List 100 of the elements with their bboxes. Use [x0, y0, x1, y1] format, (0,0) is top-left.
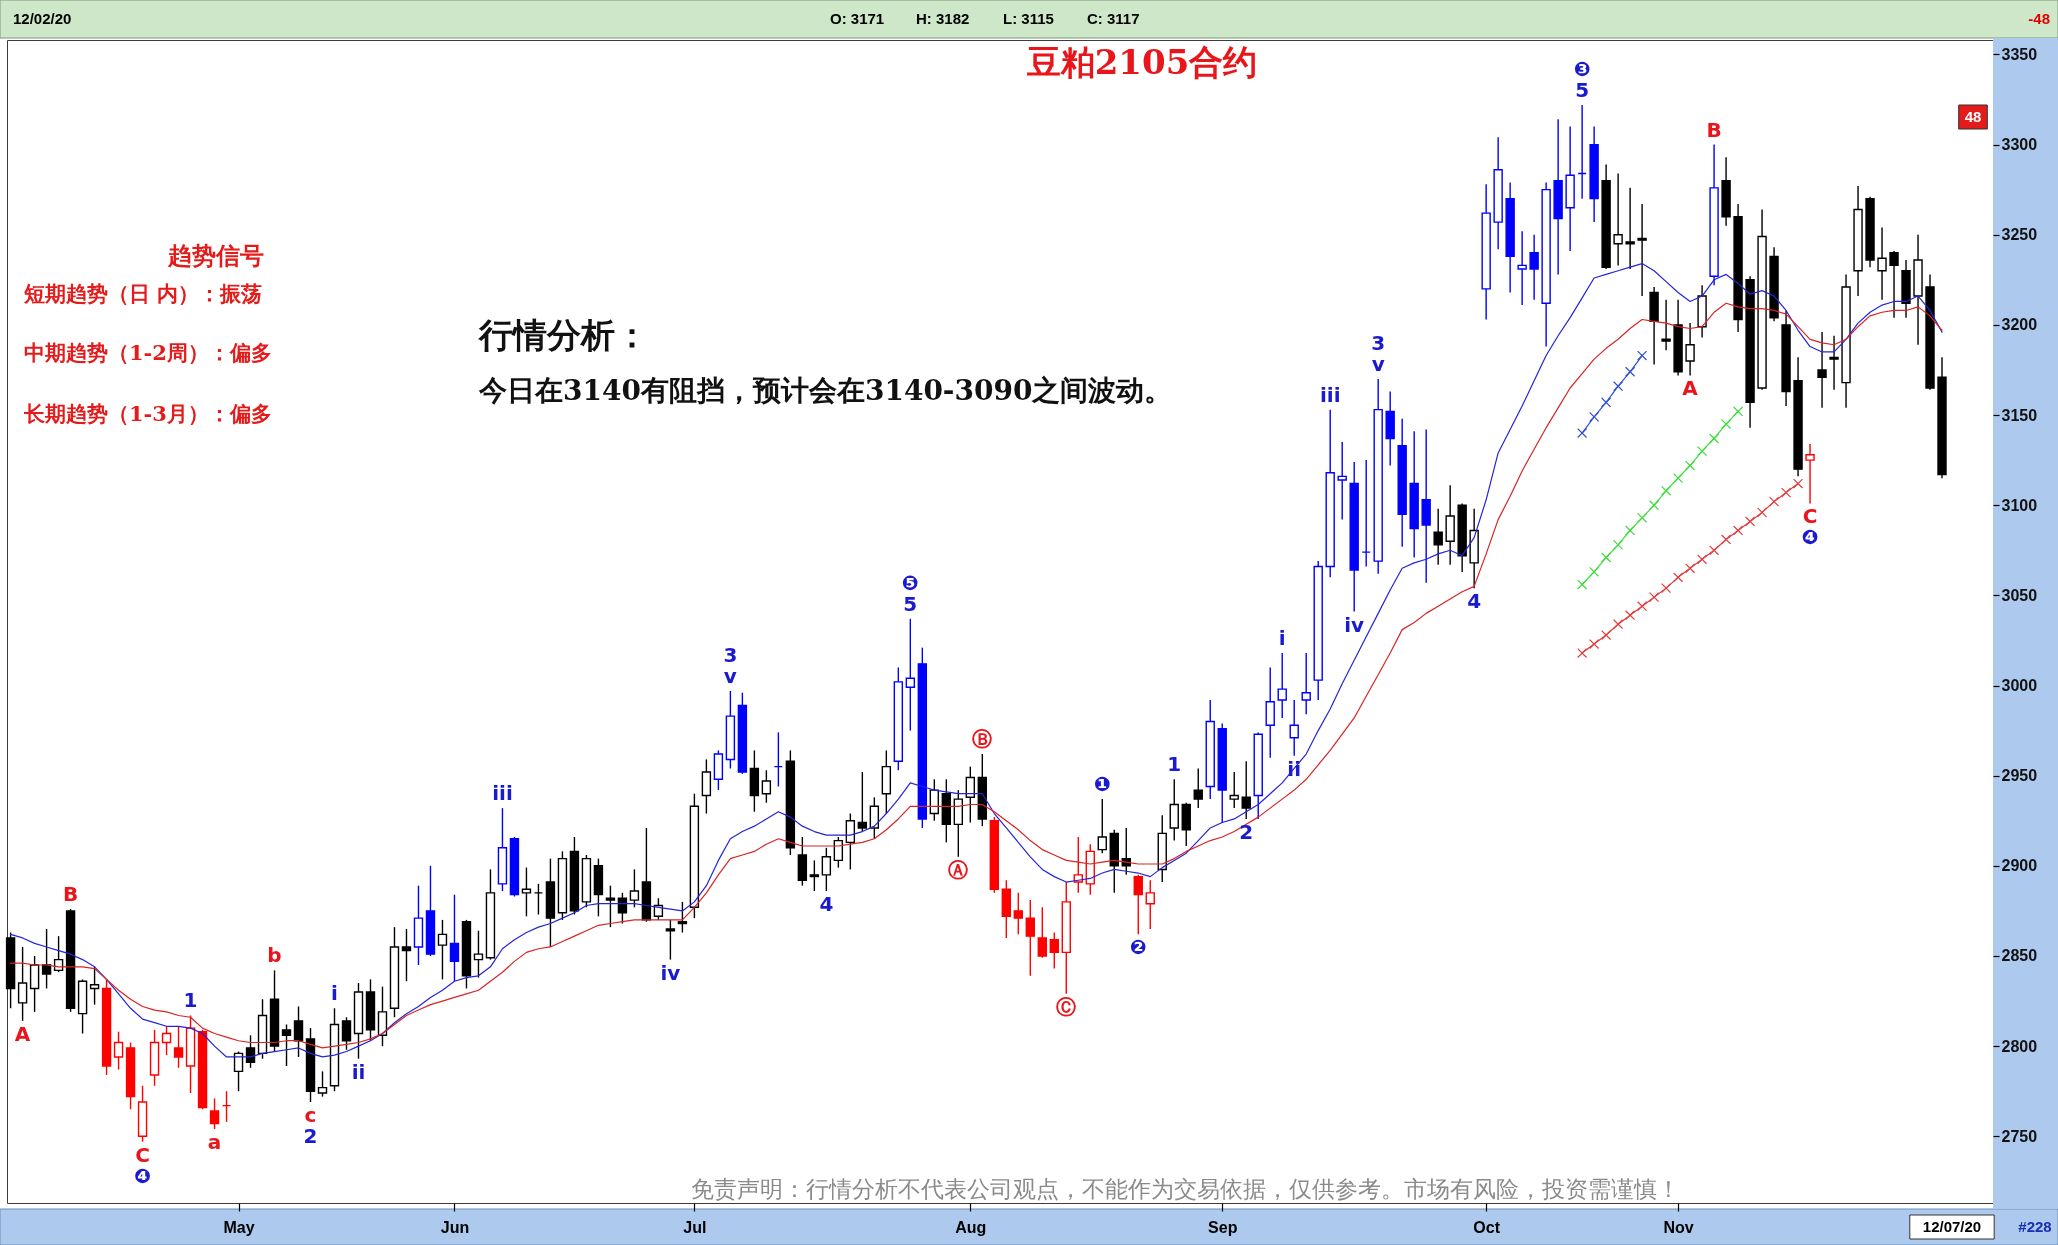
candlestick — [629, 868, 640, 908]
candlestick — [161, 1025, 172, 1056]
candlestick — [113, 1031, 124, 1071]
candlestick — [377, 985, 388, 1047]
annotation: Ⓐ — [948, 857, 969, 882]
annotation: i — [331, 981, 338, 1006]
candlestick — [1301, 652, 1311, 716]
annotation: iv — [1344, 612, 1365, 637]
point — [1601, 552, 1612, 563]
point — [1589, 411, 1600, 422]
x-tick-label: Nov — [1663, 1218, 1694, 1236]
annotation: iii — [492, 781, 513, 806]
text: L: 3115 — [1003, 10, 1054, 27]
annotation: iii — [1319, 382, 1341, 407]
annotation: 中期趋势（1-2周）：偏多 — [24, 340, 272, 365]
candlestick — [341, 1016, 352, 1051]
point — [1577, 579, 1588, 590]
point — [1697, 446, 1708, 457]
point — [1649, 592, 1660, 603]
point — [1613, 619, 1624, 630]
candlestick — [845, 812, 856, 871]
point — [1721, 534, 1732, 545]
annotation: i — [1278, 626, 1286, 651]
point — [1625, 525, 1636, 536]
annotation: 今日在3140有阻挡，预计会在3140-3090之间波动。 — [478, 374, 1173, 407]
point — [1637, 350, 1648, 361]
y-tick-label: 3300 — [2001, 136, 2038, 154]
annotation: 趋势信号 — [167, 241, 264, 270]
annotation: 短期趋势（日 内）：振荡 — [23, 281, 263, 306]
candlestick — [809, 859, 820, 892]
point — [1637, 601, 1648, 612]
candlestick — [1013, 892, 1023, 936]
point — [1625, 366, 1636, 377]
candlestick — [1097, 798, 1107, 854]
annotation: 长期趋势（1-3月）：偏多 — [23, 401, 272, 426]
x-tick-label: Oct — [1473, 1218, 1501, 1236]
annotation: iv — [660, 960, 681, 985]
y-tick-label: 3100 — [2001, 496, 2038, 514]
annotation: a — [207, 1130, 222, 1155]
candlestick — [1145, 879, 1155, 930]
point — [1792, 478, 1804, 489]
candlestick — [857, 771, 868, 833]
point — [1673, 572, 1684, 583]
text: O: 3171 — [830, 10, 885, 27]
candlestick — [605, 884, 616, 928]
y-tick-label: 2950 — [2001, 767, 2038, 785]
candlestick — [317, 1070, 328, 1098]
candlestick — [1289, 699, 1299, 757]
candlestick — [1037, 906, 1047, 959]
candlestick — [1805, 443, 1815, 505]
candlestick — [1193, 767, 1203, 809]
annotation: b — [267, 943, 282, 968]
point — [1733, 406, 1744, 417]
point — [1649, 500, 1660, 511]
point — [1685, 563, 1696, 574]
candlestick — [665, 919, 676, 961]
candlestick — [401, 928, 412, 982]
x-tick-label: Jul — [683, 1218, 707, 1236]
text: 12/02/20 — [13, 10, 72, 27]
annotation: 1 — [1167, 752, 1182, 777]
candlestick — [761, 769, 772, 804]
point — [1709, 545, 1720, 556]
annotation: 1 — [183, 988, 198, 1013]
candlestick — [1661, 298, 1671, 351]
candlestick — [209, 1097, 220, 1130]
point — [1577, 428, 1588, 439]
annotation: 4 — [819, 892, 834, 917]
annotation: ❶ — [1093, 772, 1111, 797]
point — [1601, 629, 1612, 641]
candlestick — [1133, 874, 1143, 936]
point — [1589, 638, 1600, 650]
point — [1637, 512, 1648, 523]
point — [1780, 487, 1792, 498]
candlestick — [1613, 172, 1623, 267]
annotation: 行情分析： — [478, 315, 649, 355]
point — [1745, 516, 1756, 527]
y-tick-label: 3200 — [2001, 316, 2038, 334]
text: C: 3117 — [1087, 10, 1140, 27]
candlestick — [1169, 778, 1179, 842]
annotation: B — [1706, 117, 1722, 142]
y-tick-label: 3350 — [2001, 45, 2038, 63]
x-tick-label: May — [223, 1218, 255, 1236]
candlestick — [1337, 441, 1347, 521]
point — [1757, 507, 1768, 518]
candlestick — [281, 1023, 292, 1067]
point — [1625, 610, 1636, 621]
candlestick — [1277, 652, 1287, 719]
text: 12/07/20 — [1922, 1218, 1982, 1235]
candlestick — [677, 901, 688, 934]
candlestick — [1817, 331, 1827, 409]
candlestick — [17, 946, 28, 1022]
candlestick — [701, 758, 712, 815]
annotation: 2 — [1239, 819, 1254, 844]
annotation: A — [14, 1021, 31, 1046]
candlestick — [1877, 226, 1887, 301]
point — [1601, 397, 1612, 408]
candlestick — [1889, 250, 1899, 319]
point — [1661, 485, 1672, 496]
y-tick-label: 3000 — [2001, 677, 2038, 695]
chart-title: 豆粕2105合约 — [1025, 42, 1258, 82]
